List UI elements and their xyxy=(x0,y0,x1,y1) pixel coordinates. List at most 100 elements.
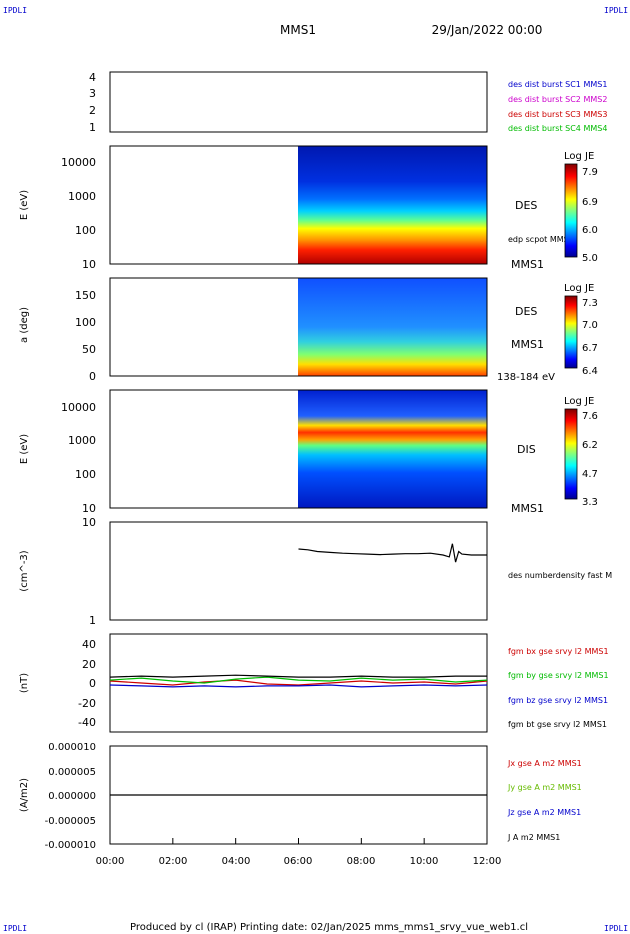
dis-energy-colorbar xyxy=(564,408,578,500)
panel-dis-energy-frame xyxy=(109,389,488,509)
burst-y-tick: 3 xyxy=(89,87,96,100)
dis-energy-label: MMS1 xyxy=(511,502,544,515)
burst-y-tick: 1 xyxy=(89,121,96,134)
dis-energy-colorbar-tick: 7.6 xyxy=(582,411,598,422)
fgm-legend-entry: fgm bx gse srvy l2 MMS1 xyxy=(508,647,609,656)
des-energy-spectrogram xyxy=(298,146,487,264)
des-energy-label: DES xyxy=(515,199,537,212)
des-pitch-label: MMS1 xyxy=(511,338,544,351)
current-y-tick: -0.000005 xyxy=(45,816,96,827)
panel-des-energy-frame xyxy=(109,145,488,265)
fgm-y-tick: 0 xyxy=(89,677,96,690)
des-energy-ylabel: E (eV) xyxy=(19,190,30,220)
density-y-tick: 1 xyxy=(89,614,96,627)
des-pitch-label: DES xyxy=(515,305,537,318)
dis-energy-colorbar-tick: 6.2 xyxy=(582,440,598,451)
density-legend-entry: des numberdensity fast M xyxy=(508,571,612,580)
corner-mark-bottom-left: IPDLI xyxy=(3,924,28,933)
x-tick-label: 00:00 xyxy=(96,856,125,867)
panel-density: (cm^-3) 10 1 des numberdensity fast M xyxy=(19,516,612,627)
header-title: MMS1 xyxy=(280,23,316,37)
des-energy-y-tick: 10000 xyxy=(61,156,96,169)
des-pitch-colorbar-title: Log JE xyxy=(564,283,594,294)
des-pitch-colorbar-tick: 6.7 xyxy=(582,343,598,354)
current-y-tick: 0.000010 xyxy=(48,742,96,753)
des-pitch-colorbar-tick: 7.3 xyxy=(582,298,598,309)
corner-mark-top-left: IPDLI xyxy=(3,6,28,15)
des-energy-y-tick: 1000 xyxy=(68,190,96,203)
burst-legend-entry: des dist burst SC3 MMS3 xyxy=(508,110,607,119)
des-pitch-colorbar-tick: 6.4 xyxy=(582,366,598,377)
dis-energy-y-tick: 100 xyxy=(75,468,96,481)
burst-legend-entry: des dist burst SC2 MMS2 xyxy=(508,95,607,104)
current-y-tick: -0.000010 xyxy=(45,840,96,851)
fgm-y-tick: -20 xyxy=(78,697,96,710)
des-energy-colorbar-tick: 7.9 xyxy=(582,167,598,178)
panel-fgm: (nT) 40 20 0 -20 -40 fgm bx gse srvy l2 … xyxy=(19,633,609,733)
panel-des-energy: E (eV) 10000 1000 100 10 DES edp scpot M… xyxy=(19,145,598,271)
header-date: 29/Jan/2022 00:00 xyxy=(432,23,543,37)
x-tick-label: 06:00 xyxy=(284,856,313,867)
dis-energy-colorbar-tick: 3.3 xyxy=(582,497,598,508)
series-line-fgm-by-gse-srvy-l2-mms1 xyxy=(109,676,488,684)
des-pitch-colorbar xyxy=(564,295,578,369)
current-legend-entry: Jx gse A m2 MMS1 xyxy=(507,759,582,768)
series-line-fgm-bx-gse-srvy-l2-mms1 xyxy=(109,679,488,686)
current-legend-entry: Jz gse A m2 MMS1 xyxy=(507,808,581,817)
fgm-y-tick: 40 xyxy=(82,638,96,651)
x-tick-label: 10:00 xyxy=(410,856,439,867)
des-energy-label: edp scpot MMS1 xyxy=(508,235,574,244)
burst-legend-entry: des dist burst SC1 MMS1 xyxy=(508,80,607,89)
x-tick-label: 12:00 xyxy=(473,856,502,867)
dis-energy-spectrogram xyxy=(298,390,487,508)
series-line-des-numberdensity-fast-m xyxy=(298,543,487,563)
des-energy-colorbar xyxy=(564,163,578,258)
current-ylabel: (A/m2) xyxy=(19,778,30,812)
dis-energy-y-tick: 10000 xyxy=(61,401,96,414)
current-y-tick: 0.000005 xyxy=(48,767,96,778)
x-tick-label: 04:00 xyxy=(222,856,251,867)
des-energy-colorbar-tick: 6.0 xyxy=(582,225,598,236)
panel-dis-energy: E (eV) 10000 1000 100 10 DIS MMS1 Log JE… xyxy=(19,389,598,515)
dis-energy-colorbar-title: Log JE xyxy=(564,396,594,407)
panel-burst-frame xyxy=(109,71,488,133)
panel-density-frame xyxy=(109,521,488,621)
density-y-tick: 10 xyxy=(82,516,96,529)
burst-y-tick: 4 xyxy=(89,71,96,84)
des-energy-y-tick: 10 xyxy=(82,258,96,271)
des-pitch-y-tick: 150 xyxy=(75,289,96,302)
density-series-group xyxy=(298,543,487,563)
fgm-legend-entry: fgm bt gse srvy l2 MMS1 xyxy=(508,720,607,729)
fgm-legend-entry: fgm by gse srvy l2 MMS1 xyxy=(508,671,609,680)
panel-des-pitch: a (deg) 150 100 50 0 DES MMS1 138-184 eV… xyxy=(19,277,598,383)
fgm-y-tick: -40 xyxy=(78,716,96,729)
burst-legend-entry: des dist burst SC4 MMS4 xyxy=(508,124,607,133)
des-pitch-y-tick: 50 xyxy=(82,343,96,356)
des-pitch-y-tick: 0 xyxy=(89,370,96,383)
des-pitch-spectrogram xyxy=(298,278,487,376)
panel-burst: 4 3 2 1 des dist burst SC1 MMS1 des dist… xyxy=(89,71,607,134)
panel-des-pitch-frame xyxy=(109,277,488,377)
dis-energy-colorbar-tick: 4.7 xyxy=(582,469,598,480)
des-pitch-colorbar-tick: 7.0 xyxy=(582,320,598,331)
burst-y-tick: 2 xyxy=(89,104,96,117)
des-energy-colorbar-tick: 5.0 xyxy=(582,253,598,264)
current-legend-entry: J A m2 MMS1 xyxy=(507,833,560,842)
panel-fgm-frame xyxy=(109,633,488,733)
x-tick-label: 02:00 xyxy=(159,856,188,867)
des-pitch-ylabel: a (deg) xyxy=(19,307,30,343)
series-line-fgm-bz-gse-srvy-l2-mms1 xyxy=(109,684,488,688)
des-energy-label: MMS1 xyxy=(511,258,544,271)
x-tick-label: 08:00 xyxy=(347,856,376,867)
corner-mark-bottom-right: IPDLI xyxy=(604,924,629,933)
des-energy-y-tick: 100 xyxy=(75,224,96,237)
footer-credit: Produced by cl (IRAP) Printing date: 02/… xyxy=(130,922,528,933)
des-energy-colorbar-title: Log JE xyxy=(564,151,594,162)
series-line-fgm-bt-gse-srvy-l2-mms1 xyxy=(109,674,487,678)
fgm-ylabel: (nT) xyxy=(19,673,30,693)
des-pitch-y-tick: 100 xyxy=(75,316,96,329)
current-legend-entry: Jy gse A m2 MMS1 xyxy=(507,783,582,792)
dis-energy-ylabel: E (eV) xyxy=(19,434,30,464)
fgm-y-tick: 20 xyxy=(82,658,96,671)
